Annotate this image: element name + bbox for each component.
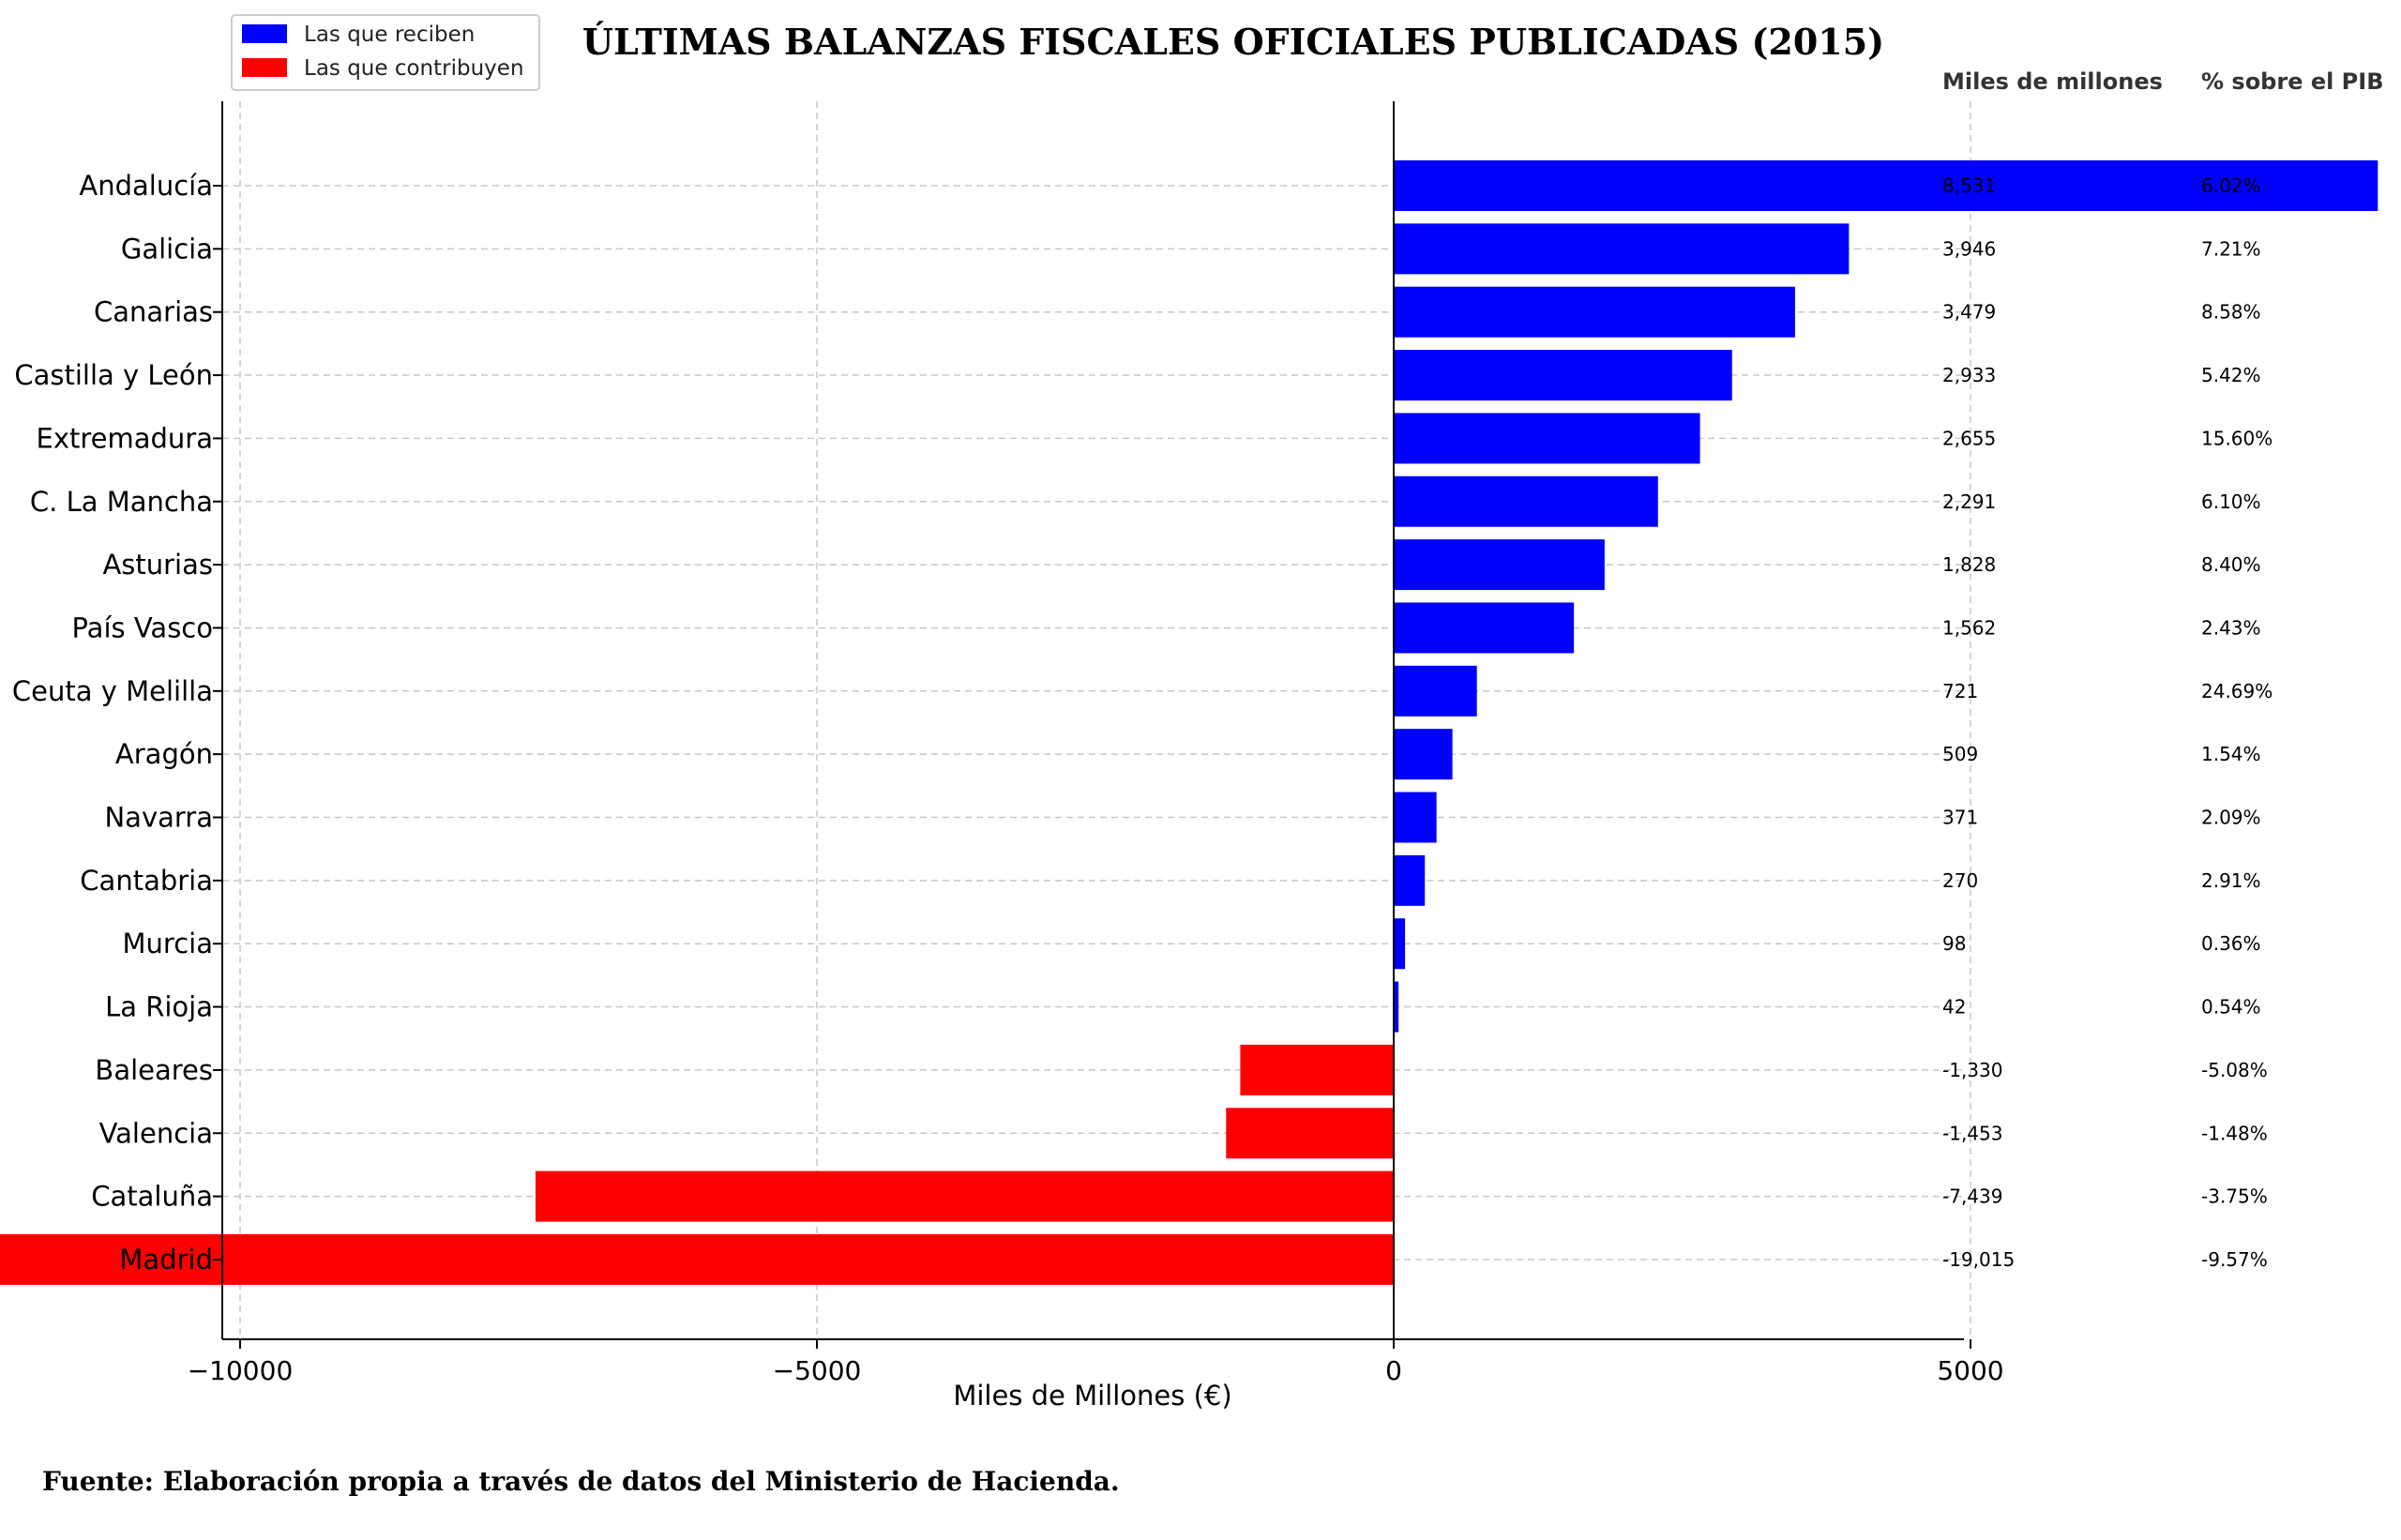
grid <box>222 101 1971 1339</box>
x-tick-label: 5000 <box>1937 1355 2003 1386</box>
bar <box>1394 854 1426 906</box>
category-label: Asturias <box>102 549 213 581</box>
category-label: Andalucía <box>79 170 213 202</box>
category-label: Galicia <box>121 233 213 264</box>
pct-label: 24.69% <box>2201 680 2273 702</box>
legend-box <box>231 14 540 91</box>
category-label: Cantabria <box>80 865 213 897</box>
pct-label: 7.21% <box>2201 237 2261 260</box>
bar <box>536 1170 1394 1222</box>
value-label: 2,291 <box>1942 491 1996 513</box>
bar <box>0 1233 1394 1285</box>
value-label: 1,562 <box>1942 616 1996 639</box>
pct-label: -1.48% <box>2201 1122 2268 1144</box>
category-label: Valencia <box>99 1117 213 1149</box>
x-axis-label: Miles de Millones (€) <box>953 1380 1231 1412</box>
bar <box>1394 602 1575 654</box>
pct-label: 6.10% <box>2201 491 2261 513</box>
bar <box>1394 223 1850 275</box>
pct-label: -3.75% <box>2201 1185 2268 1208</box>
bar <box>1394 539 1605 591</box>
pct-label: 0.36% <box>2201 932 2261 955</box>
chart-title: ÚLTIMAS BALANZAS FISCALES OFICIALES PUBL… <box>582 21 1884 63</box>
pct-label: -5.08% <box>2201 1059 2268 1081</box>
bar <box>1394 350 1732 401</box>
legend-label-reciben: Las que reciben <box>304 23 475 47</box>
category-labels: Andalucía Galicia Canarias Castilla y León E… <box>12 170 222 1276</box>
value-table: 8,531 6.02% 3,946 7.21% 3,479 8.58% 2,933 5.42%… <box>1942 174 2273 1271</box>
value-label: 3,946 <box>1942 237 1996 260</box>
bar <box>1394 476 1658 527</box>
bar <box>1394 413 1700 464</box>
table-header-value: Miles de millones <box>1942 68 2163 95</box>
category-label: Castilla y León <box>14 359 213 391</box>
category-label: Murcia <box>123 928 213 959</box>
value-label: 509 <box>1942 743 1978 765</box>
value-label: -7,439 <box>1942 1185 2002 1208</box>
value-label: 721 <box>1942 680 1978 702</box>
bar <box>1394 665 1477 717</box>
pct-label: 2.43% <box>2201 616 2261 639</box>
bar <box>1394 160 2378 211</box>
value-label: -1,453 <box>1942 1122 2002 1144</box>
bar <box>1394 981 1399 1033</box>
bar <box>1394 918 1406 970</box>
pct-label: 8.58% <box>2201 301 2261 324</box>
x-tick-label: −10000 <box>188 1355 294 1386</box>
value-label: 42 <box>1942 996 1966 1019</box>
bar <box>1394 286 1795 338</box>
legend-swatch-reciben <box>242 24 287 43</box>
pct-label: 1.54% <box>2201 743 2261 765</box>
value-label: 8,531 <box>1942 174 1996 197</box>
bar <box>1240 1044 1394 1095</box>
bar <box>1226 1108 1394 1159</box>
value-label: -19,015 <box>1942 1248 2015 1271</box>
category-label: Aragón <box>115 738 213 770</box>
value-label: 2,655 <box>1942 427 1996 449</box>
pct-label: 2.09% <box>2201 807 2261 829</box>
pct-label: 0.54% <box>2201 996 2261 1019</box>
value-label: 371 <box>1942 807 1978 829</box>
pct-label: -9.57% <box>2201 1248 2268 1271</box>
legend-label-contribuyen: Las que contribuyen <box>304 56 524 81</box>
pct-label: 6.02% <box>2201 174 2261 197</box>
category-label: Cataluña <box>91 1181 213 1213</box>
value-label: 2,933 <box>1942 364 1996 386</box>
category-label: Madrid <box>119 1244 213 1276</box>
value-label: -1,330 <box>1942 1059 2002 1081</box>
category-label: Ceuta y Melilla <box>12 675 213 707</box>
pct-label: 8.40% <box>2201 553 2261 576</box>
table-header-pct: % sobre el PIB <box>2201 68 2384 95</box>
category-label: Navarra <box>104 802 213 834</box>
x-tick-label: 0 <box>1385 1355 1402 1386</box>
value-label: 270 <box>1942 869 1978 892</box>
source-note: Fuente: Elaboración propia a través de d… <box>42 1466 1120 1497</box>
bars <box>0 160 2378 1285</box>
value-label: 1,828 <box>1942 553 1996 576</box>
legend: Las que reciben Las que contribuyen <box>231 14 540 91</box>
pct-label: 15.60% <box>2201 427 2273 449</box>
legend-swatch-contribuyen <box>242 58 287 77</box>
category-label: País Vasco <box>72 611 214 643</box>
pct-label: 2.91% <box>2201 869 2261 892</box>
x-tick-label: −5000 <box>773 1355 862 1386</box>
category-label: Canarias <box>94 296 213 328</box>
value-label: 3,479 <box>1942 301 1996 324</box>
category-label: C. La Mancha <box>30 486 213 518</box>
bar <box>1394 729 1453 780</box>
category-label: Baleares <box>95 1054 213 1086</box>
category-label: Extremadura <box>37 422 214 454</box>
value-label: 98 <box>1942 932 1966 955</box>
bar <box>1394 792 1437 843</box>
pct-label: 5.42% <box>2201 364 2261 386</box>
category-label: La Rioja <box>105 991 213 1023</box>
